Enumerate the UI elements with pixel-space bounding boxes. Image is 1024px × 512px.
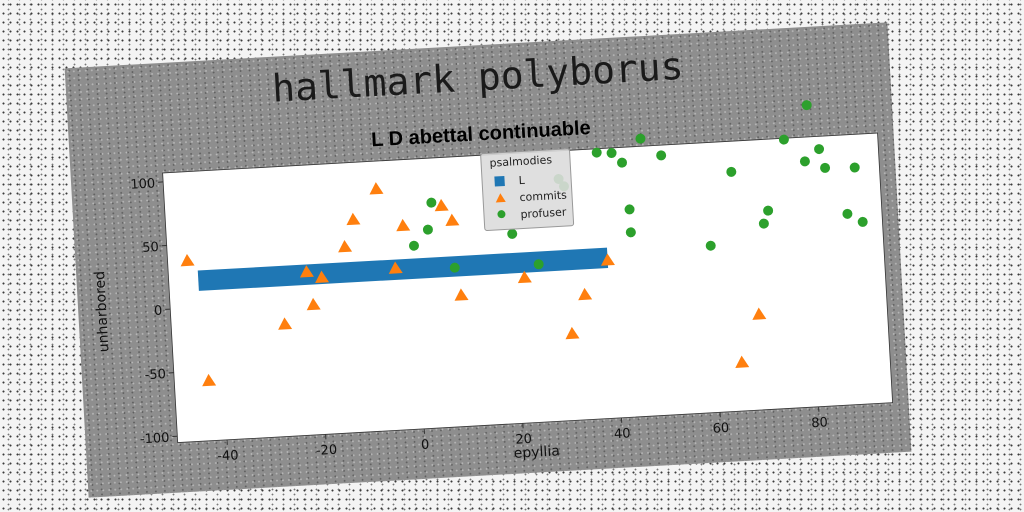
- commits-point: [578, 287, 593, 301]
- y-tick-label: -50: [144, 367, 166, 383]
- profuser-point: [625, 227, 636, 238]
- profuser-point: [726, 166, 737, 177]
- commits-point: [388, 261, 403, 274]
- commits-point: [396, 218, 411, 232]
- profuser-point: [857, 216, 868, 227]
- profuser-point: [849, 162, 860, 173]
- profuser-point: [422, 224, 433, 235]
- commits-point: [299, 265, 314, 278]
- commits-point: [369, 182, 384, 195]
- y-tick-label: 50: [142, 240, 159, 256]
- profuser-point: [758, 218, 769, 229]
- commits-point: [434, 198, 449, 212]
- commits-point: [306, 297, 321, 311]
- profuser-point: [656, 150, 667, 161]
- commits-point: [454, 288, 469, 301]
- y-tick-label: 100: [130, 176, 156, 192]
- commits-point: [180, 253, 195, 267]
- profuser-point: [507, 228, 518, 239]
- x-tick-label: -40: [217, 448, 239, 464]
- x-tick-label: 0: [421, 438, 430, 453]
- y-tick-label: 0: [154, 304, 163, 319]
- profuser-point: [606, 148, 617, 159]
- commits-point: [445, 213, 460, 227]
- profuser-point: [617, 157, 628, 168]
- scatter-plot: -40 -20 0 20 40 60 80 -100 -50 0 50 100 epyllia unh…: [92, 100, 894, 464]
- profuser-point: [624, 204, 635, 215]
- profuser-point: [635, 133, 646, 144]
- profuser-point: [814, 144, 825, 155]
- profuser-point: [763, 205, 774, 216]
- profuser-point: [408, 240, 419, 251]
- x-tick-label: 60: [712, 421, 729, 437]
- profuser-point: [801, 100, 812, 111]
- commits-point: [346, 212, 361, 226]
- legend: psalmodies L commits profuser: [480, 148, 575, 232]
- triangle-marker-icon: [495, 192, 506, 203]
- x-tick-label: 40: [614, 426, 631, 442]
- bar-L: [197, 247, 609, 291]
- circle-marker-icon: [497, 209, 506, 219]
- x-tick-label: -20: [316, 443, 338, 459]
- commits-point: [517, 270, 532, 284]
- x-tick-label: 80: [811, 415, 828, 431]
- commits-point: [202, 373, 217, 387]
- commits-point: [565, 326, 580, 340]
- legend-label: profuser: [520, 205, 567, 222]
- profuser-point: [842, 208, 853, 219]
- commits-point: [735, 355, 750, 368]
- y-tick-label: -100: [140, 431, 170, 448]
- profuser-point: [426, 197, 437, 208]
- profuser-point: [591, 147, 602, 158]
- profuser-point: [820, 162, 831, 173]
- profuser-point: [533, 259, 544, 270]
- profuser-point: [799, 156, 810, 167]
- legend-item-L: L: [494, 174, 525, 190]
- profuser-point: [449, 262, 460, 273]
- legend-title: psalmodies: [489, 153, 553, 170]
- figure-card: hallmark polyborus L D abettal continuab…: [64, 22, 912, 498]
- legend-label: commits: [519, 188, 568, 205]
- square-marker-icon: [494, 175, 505, 187]
- x-tick-label: 20: [515, 432, 532, 448]
- legend-label: L: [518, 173, 526, 188]
- legend-item-profuser: profuser: [496, 206, 567, 223]
- legend-item-commits: commits: [495, 189, 567, 206]
- y-axis-label: unharbored: [92, 271, 113, 353]
- commits-point: [338, 240, 353, 253]
- profuser-point: [705, 240, 716, 251]
- commits-point: [278, 317, 293, 330]
- commits-point: [600, 253, 615, 266]
- commits-point: [315, 270, 330, 284]
- commits-point: [752, 307, 767, 320]
- x-axis-label: epyllia: [513, 443, 560, 462]
- profuser-point: [778, 134, 789, 145]
